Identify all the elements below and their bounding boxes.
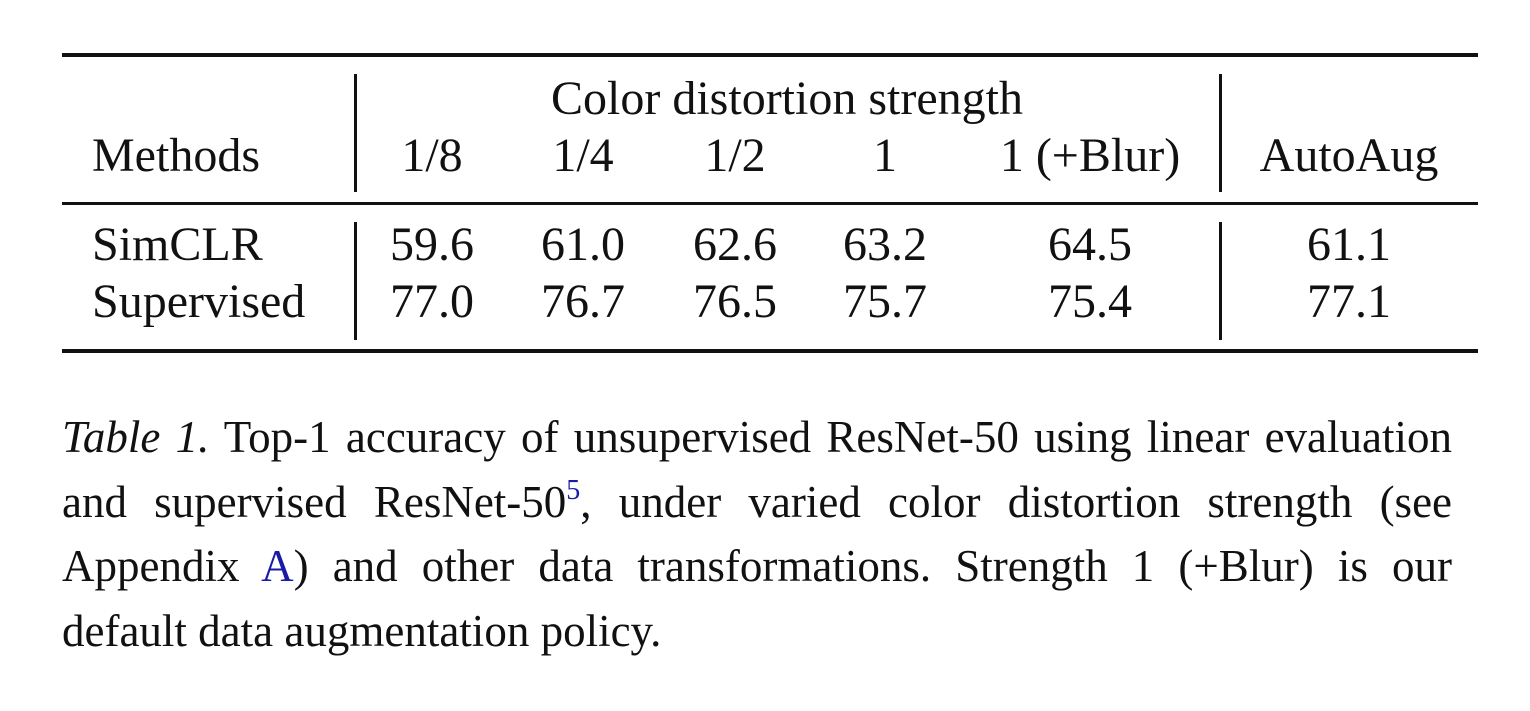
table-cell: 76.7: [541, 275, 625, 328]
footnote-mark[interactable]: 5: [566, 474, 581, 506]
caption-text: ) and other data transformations. Streng…: [62, 541, 1452, 656]
caption-text: , under varied color distortion strength…: [62, 476, 1453, 592]
table-cell: 64.5: [1048, 218, 1132, 271]
table-cell: 61.1: [1307, 218, 1391, 271]
row-method: SimCLR: [92, 218, 263, 271]
col-header-1-2: 1/2: [704, 129, 766, 182]
caption-text: Top-1 accuracy of unsupervised ResNet-50…: [62, 412, 1452, 527]
group-header: Color distortion strength: [551, 72, 1023, 125]
table-cell: 77.0: [390, 275, 474, 328]
table-caption: Table 1. Top-1 accuracy of unsupervised …: [62, 405, 1452, 663]
table-top-rule: [62, 53, 1478, 57]
body-divider-left: [354, 222, 357, 340]
table-cell: 77.1: [1307, 275, 1391, 328]
header-divider-left: [354, 74, 357, 192]
col-header-1-4: 1/4: [552, 129, 614, 182]
table-cell: 75.7: [843, 275, 927, 328]
caption-label: Table 1.: [62, 412, 210, 462]
table-cell: 61.0: [541, 218, 625, 271]
col-header-autoaug: AutoAug: [1259, 129, 1439, 182]
methods-header: Methods: [92, 129, 260, 182]
header-divider-right: [1219, 74, 1222, 192]
table-cell: 75.4: [1048, 275, 1132, 328]
table-cell: 76.5: [693, 275, 777, 328]
table-cell: 59.6: [390, 218, 474, 271]
table-cell: 62.6: [693, 218, 777, 271]
col-header-1: 1: [873, 129, 897, 182]
body-divider-right: [1219, 222, 1222, 340]
col-header-1-8: 1/8: [401, 129, 463, 182]
table-cell: 63.2: [843, 218, 927, 271]
col-header-1-blur: 1 (+Blur): [999, 129, 1181, 182]
table-bottom-rule: [62, 349, 1478, 353]
row-method: Supervised: [92, 275, 306, 328]
appendix-link[interactable]: A: [261, 541, 294, 591]
table-mid-rule: [62, 202, 1478, 205]
